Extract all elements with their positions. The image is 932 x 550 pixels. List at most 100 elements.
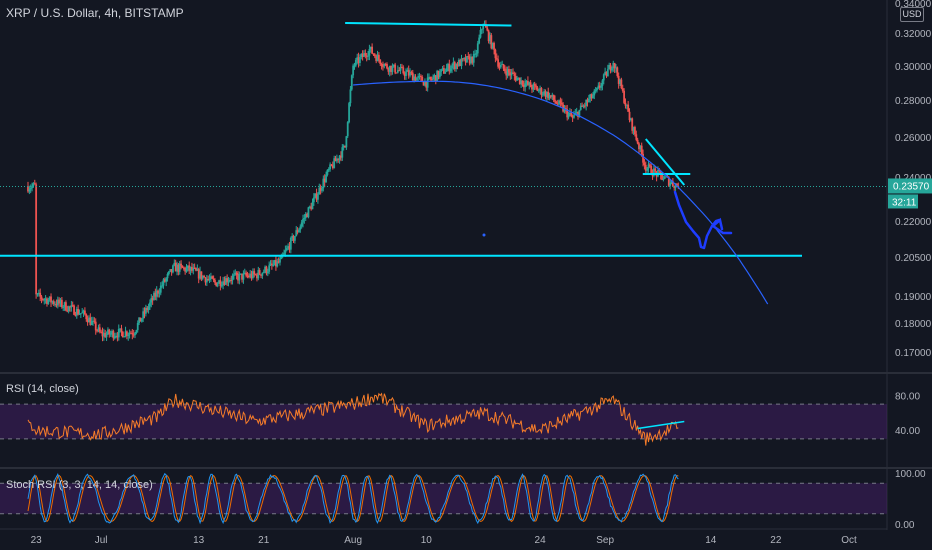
candle <box>470 53 472 65</box>
candle <box>33 179 36 185</box>
candle <box>322 175 325 192</box>
grid <box>0 0 932 530</box>
candle <box>512 68 514 74</box>
candle <box>258 268 261 276</box>
candle <box>643 158 646 170</box>
candle <box>134 331 136 339</box>
time-tick-label: 10 <box>421 535 433 546</box>
candle <box>501 60 504 66</box>
candle <box>228 277 231 283</box>
candle <box>109 330 112 337</box>
candle <box>88 315 90 323</box>
candle <box>624 98 627 109</box>
price-tick-label: 0.32000 <box>895 29 932 40</box>
candle <box>235 271 238 280</box>
rsi-pane <box>0 392 887 446</box>
candle <box>139 317 142 322</box>
candle <box>135 329 138 335</box>
candle <box>162 278 165 289</box>
candle <box>107 327 109 336</box>
candle <box>308 205 311 209</box>
candle <box>90 316 93 326</box>
candle <box>589 93 592 103</box>
candle <box>146 306 149 313</box>
candle <box>31 182 33 192</box>
candle <box>163 277 166 283</box>
candle <box>429 76 432 81</box>
candle <box>71 301 74 307</box>
candle <box>611 66 613 73</box>
candle <box>460 54 463 70</box>
candle <box>658 167 661 174</box>
countdown-badge <box>888 194 918 209</box>
candle <box>573 110 575 119</box>
candle <box>29 184 32 194</box>
candle <box>304 212 307 222</box>
candle <box>227 276 230 287</box>
candle <box>600 82 602 91</box>
rsi-divergence-line <box>637 420 685 430</box>
candle <box>382 61 384 71</box>
candle <box>495 53 498 61</box>
candle <box>60 296 63 309</box>
stoch-rsi-pane <box>0 472 887 525</box>
candle <box>585 99 588 111</box>
candle <box>195 267 197 272</box>
candle <box>346 121 349 139</box>
candle <box>353 62 356 70</box>
candle <box>292 234 295 243</box>
candle <box>264 265 266 274</box>
triangle-upper-line <box>645 138 686 186</box>
candle <box>266 268 269 277</box>
candle <box>277 257 280 264</box>
currency-badge[interactable]: USD <box>900 7 924 22</box>
candle <box>136 320 139 333</box>
candle <box>456 61 459 70</box>
candle <box>287 243 290 251</box>
candle <box>493 41 495 55</box>
candle <box>36 292 39 297</box>
candle <box>260 274 262 279</box>
candle <box>463 57 466 61</box>
candle <box>394 62 397 75</box>
candle <box>518 77 521 85</box>
candle <box>37 289 40 297</box>
candle <box>70 300 73 312</box>
candle <box>211 275 214 279</box>
candle <box>120 324 123 337</box>
candle <box>395 72 398 74</box>
candle <box>67 305 70 314</box>
candle <box>335 154 338 164</box>
candle <box>138 317 140 326</box>
candle <box>560 98 563 107</box>
candle <box>364 49 367 59</box>
candle <box>157 289 159 298</box>
candle <box>293 235 296 244</box>
candle <box>380 62 383 70</box>
candle <box>556 99 559 106</box>
candle <box>127 332 130 341</box>
candle <box>653 164 655 178</box>
candle <box>390 65 392 76</box>
candle <box>361 50 364 61</box>
candle <box>590 93 593 101</box>
rsi-label: RSI (14, close) <box>6 383 79 395</box>
time-tick-label: 23 <box>31 535 43 546</box>
candle <box>516 75 518 81</box>
candle <box>508 65 510 77</box>
candle <box>517 77 520 81</box>
candle <box>298 228 300 233</box>
candle <box>452 57 455 70</box>
projection-arrowhead <box>711 224 733 235</box>
candle <box>116 332 119 342</box>
candle <box>372 53 375 56</box>
candle <box>418 72 421 80</box>
candle <box>509 68 512 80</box>
candle <box>544 89 547 100</box>
candle <box>522 80 525 92</box>
candle <box>81 308 84 314</box>
candle <box>464 54 467 66</box>
candle <box>490 33 493 50</box>
candle <box>499 61 502 69</box>
